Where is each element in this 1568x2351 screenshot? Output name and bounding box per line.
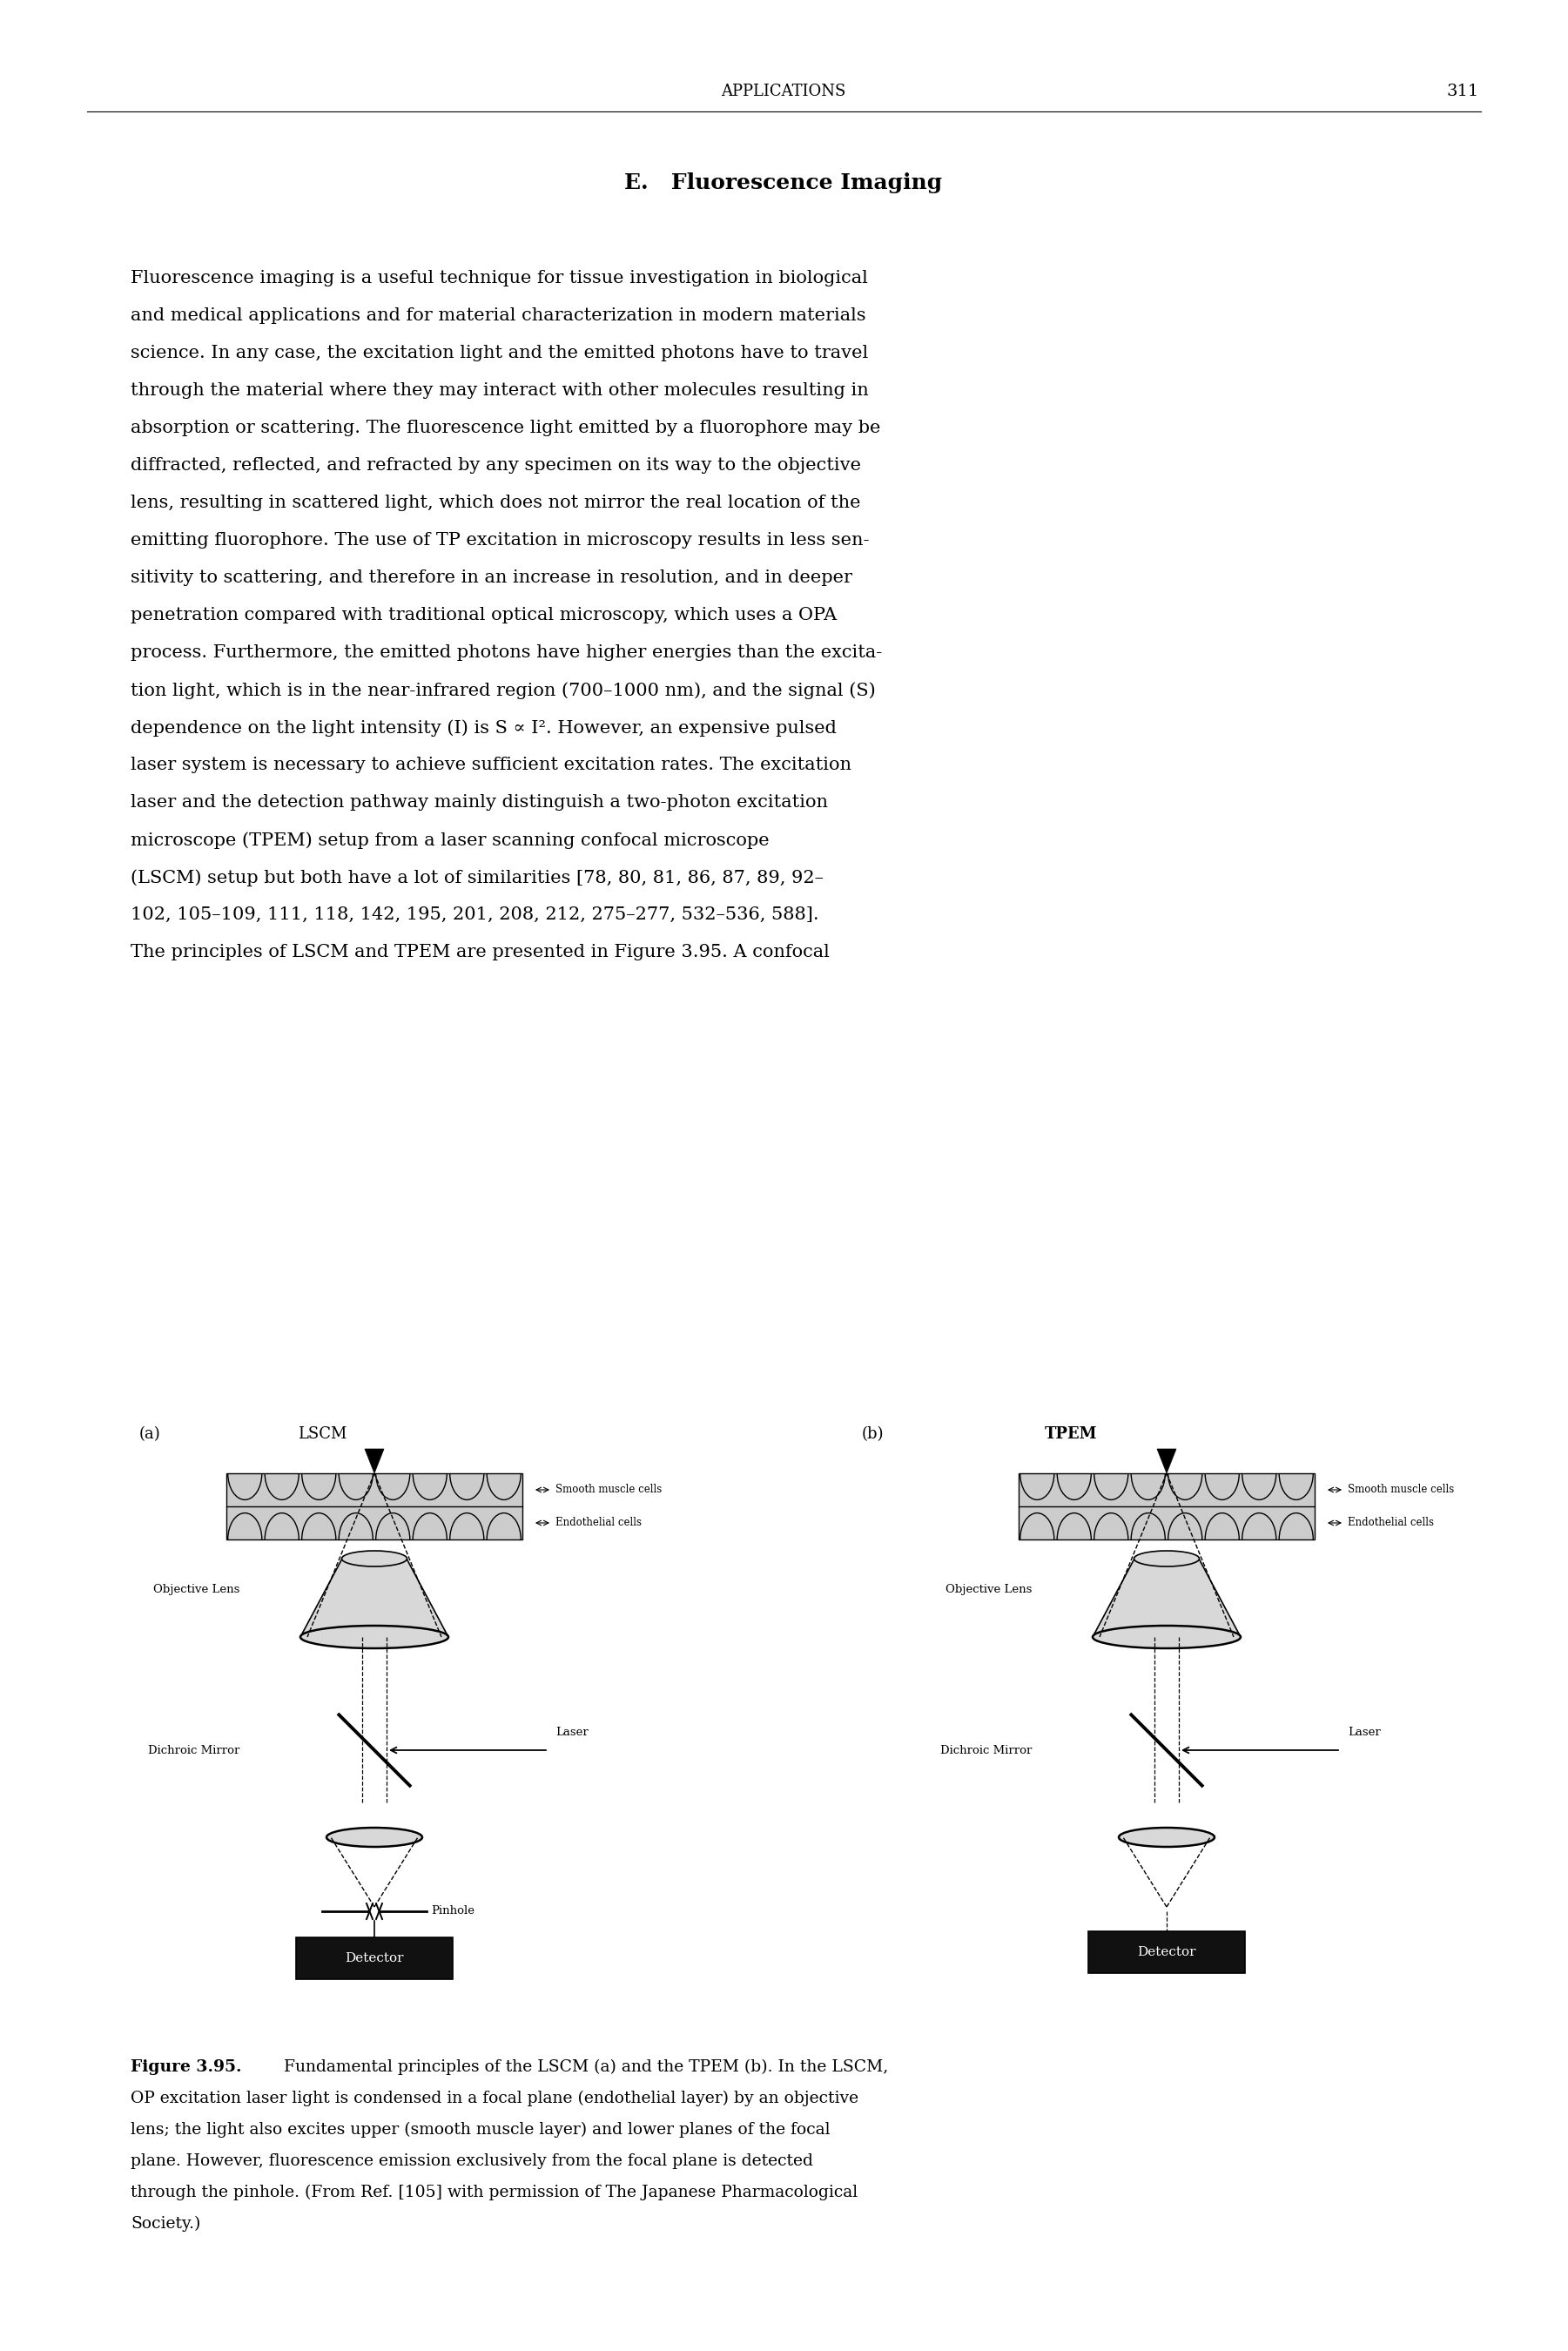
Text: process. Furthermore, the emitted photons have higher energies than the excita-: process. Furthermore, the emitted photon… (130, 644, 883, 661)
Text: microscope (TPEM) setup from a laser scanning confocal microscope: microscope (TPEM) setup from a laser sca… (130, 832, 770, 849)
Text: Society.): Society.) (130, 2217, 201, 2231)
Text: diffracted, reflected, and refracted by any specimen on its way to the objective: diffracted, reflected, and refracted by … (130, 456, 861, 473)
Text: Laser: Laser (555, 1726, 588, 1737)
Ellipse shape (326, 1827, 422, 1848)
Text: lens; the light also excites upper (smooth muscle layer) and lower planes of the: lens; the light also excites upper (smoo… (130, 2123, 829, 2137)
Text: sitivity to scattering, and therefore in an increase in resolution, and in deepe: sitivity to scattering, and therefore in… (130, 569, 853, 585)
Bar (1088, 1930, 1245, 1972)
Text: Endothelial cells: Endothelial cells (555, 1516, 641, 1528)
Ellipse shape (342, 1552, 408, 1566)
Text: E.   Fluorescence Imaging: E. Fluorescence Imaging (624, 172, 942, 193)
Text: OP excitation laser light is condensed in a focal plane (endothelial layer) by a: OP excitation laser light is condensed i… (130, 2090, 859, 2106)
Text: lens, resulting in scattered light, which does not mirror the real location of t: lens, resulting in scattered light, whic… (130, 494, 861, 510)
Text: plane. However, fluorescence emission exclusively from the focal plane is detect: plane. However, fluorescence emission ex… (130, 2154, 814, 2170)
Text: Dichroic Mirror: Dichroic Mirror (147, 1744, 240, 1756)
Text: 311: 311 (1446, 85, 1479, 99)
Polygon shape (226, 1474, 522, 1540)
Text: Figure 3.95.: Figure 3.95. (130, 2059, 241, 2076)
Text: Fluorescence imaging is a useful technique for tissue investigation in biologica: Fluorescence imaging is a useful techniq… (130, 270, 869, 287)
Text: Objective Lens: Objective Lens (946, 1585, 1032, 1596)
Ellipse shape (301, 1625, 448, 1648)
Text: science. In any case, the excitation light and the emitted photons have to trave: science. In any case, the excitation lig… (130, 346, 869, 362)
Text: Dichroic Mirror: Dichroic Mirror (939, 1744, 1032, 1756)
Text: (a): (a) (140, 1427, 162, 1441)
Bar (296, 1937, 453, 1980)
Text: Laser: Laser (1348, 1726, 1380, 1737)
Text: emitting fluorophore. The use of TP excitation in microscopy results in less sen: emitting fluorophore. The use of TP exci… (130, 531, 869, 548)
Polygon shape (1157, 1448, 1176, 1474)
Text: Pinhole: Pinhole (431, 1907, 475, 1916)
Text: Fundamental principles of the LSCM (a) and the TPEM (b). In the LSCM,: Fundamental principles of the LSCM (a) a… (279, 2059, 887, 2076)
Text: absorption or scattering. The fluorescence light emitted by a fluorophore may be: absorption or scattering. The fluorescen… (130, 421, 881, 437)
Text: 102, 105–109, 111, 118, 142, 195, 201, 208, 212, 275–277, 532–536, 588].: 102, 105–109, 111, 118, 142, 195, 201, 2… (130, 907, 818, 924)
Text: Smooth muscle cells: Smooth muscle cells (555, 1483, 662, 1495)
Text: penetration compared with traditional optical microscopy, which uses a OPA: penetration compared with traditional op… (130, 607, 837, 623)
Text: through the material where they may interact with other molecules resulting in: through the material where they may inte… (130, 383, 869, 400)
Text: APPLICATIONS: APPLICATIONS (721, 85, 847, 99)
Polygon shape (365, 1448, 384, 1474)
Text: laser and the detection pathway mainly distinguish a two-photon excitation: laser and the detection pathway mainly d… (130, 795, 828, 811)
Text: Smooth muscle cells: Smooth muscle cells (1348, 1483, 1454, 1495)
Text: Detector: Detector (1137, 1947, 1196, 1958)
Text: (LSCM) setup but both have a lot of similarities [78, 80, 81, 86, 87, 89, 92–: (LSCM) setup but both have a lot of simi… (130, 870, 823, 886)
Ellipse shape (1093, 1625, 1240, 1648)
Polygon shape (1093, 1559, 1240, 1636)
Text: and medical applications and for material characterization in modern materials: and medical applications and for materia… (130, 308, 866, 324)
Text: The principles of LSCM and TPEM are presented in Figure 3.95. A confocal: The principles of LSCM and TPEM are pres… (130, 943, 829, 962)
Text: (b): (b) (862, 1427, 884, 1441)
Polygon shape (301, 1559, 448, 1636)
Text: Endothelial cells: Endothelial cells (1348, 1516, 1433, 1528)
Text: Objective Lens: Objective Lens (154, 1585, 240, 1596)
Text: tion light, which is in the near-infrared region (700–1000 nm), and the signal (: tion light, which is in the near-infrare… (130, 682, 875, 698)
Text: laser system is necessary to achieve sufficient excitation rates. The excitation: laser system is necessary to achieve suf… (130, 757, 851, 773)
Text: through the pinhole. (From Ref. [105] with permission of The Japanese Pharmacolo: through the pinhole. (From Ref. [105] wi… (130, 2184, 858, 2201)
Text: LSCM: LSCM (298, 1427, 347, 1441)
Polygon shape (1019, 1474, 1314, 1540)
Text: TPEM: TPEM (1044, 1427, 1098, 1441)
Text: Detector: Detector (345, 1951, 403, 1965)
Text: dependence on the light intensity (I) is S ∝ I². However, an expensive pulsed: dependence on the light intensity (I) is… (130, 719, 837, 736)
Ellipse shape (1118, 1827, 1215, 1848)
Ellipse shape (1134, 1552, 1200, 1566)
